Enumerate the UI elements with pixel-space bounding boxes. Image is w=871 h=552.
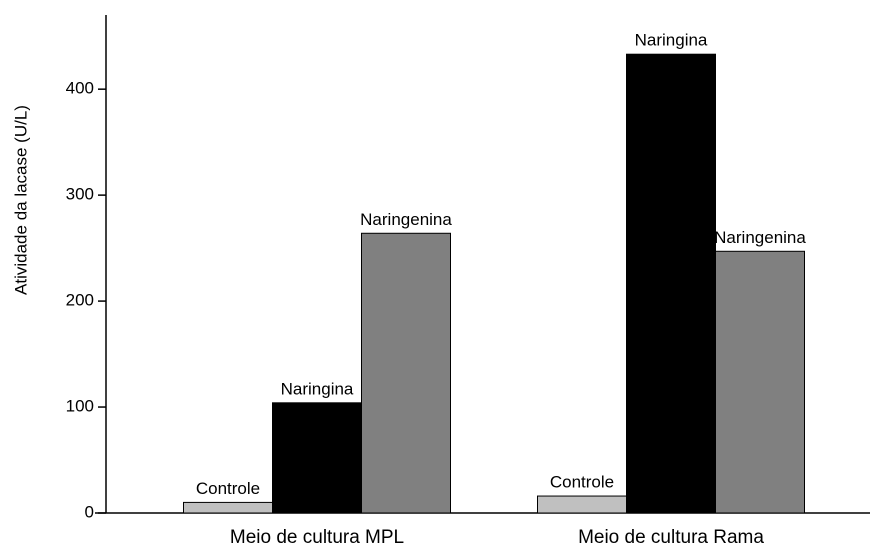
bar <box>626 53 716 514</box>
y-tick-label: 400 <box>66 79 94 98</box>
bar <box>537 495 627 514</box>
bar <box>183 501 273 514</box>
bar-label: Naringenina <box>360 210 452 229</box>
y-tick-label: 0 <box>85 502 94 521</box>
y-tick-label: 200 <box>66 291 94 310</box>
x-tick-label: Meio de cultura MPL <box>230 527 404 548</box>
bar-label: Controle <box>550 473 614 492</box>
x-tick-label: Meio de cultura Rama <box>578 527 764 548</box>
bar <box>272 402 362 514</box>
bar <box>361 232 451 514</box>
bar-label: Naringina <box>281 379 354 398</box>
y-tick-label: 300 <box>66 185 94 204</box>
bar-label: Naringina <box>635 31 708 50</box>
y-tick-label: 100 <box>66 397 94 416</box>
y-axis-label: Atividade da lacase (U/L) <box>11 105 30 295</box>
bar-label: Naringenina <box>714 228 806 247</box>
bar <box>715 250 805 514</box>
bar-label: Controle <box>196 479 260 498</box>
